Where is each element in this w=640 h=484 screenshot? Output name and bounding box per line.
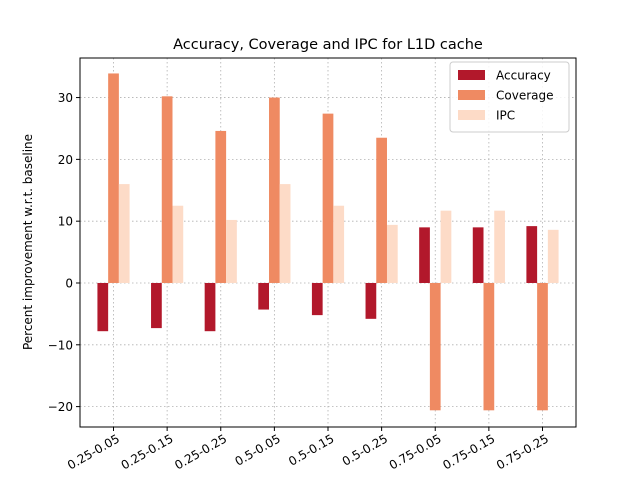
bar-coverage-5	[322, 113, 334, 283]
legend-swatch-coverage	[458, 90, 485, 100]
x-tick-label: 0.25-0.05	[65, 431, 122, 472]
bar-accuracy-4	[258, 282, 270, 310]
bar-ipc-8	[494, 210, 505, 283]
bar-accuracy-5	[311, 282, 323, 316]
bar-coverage-3	[215, 130, 227, 283]
x-tick-label: 0.25-0.25	[172, 431, 229, 472]
y-tick-label: −10	[48, 338, 73, 352]
y-tick-label: 0	[65, 276, 73, 290]
x-tick-label: 0.25-0.15	[119, 431, 176, 472]
legend-label-coverage: Coverage	[496, 89, 554, 103]
legend-swatch-ipc	[458, 110, 485, 120]
bar-coverage-8	[483, 282, 495, 411]
bar-coverage-1	[108, 73, 119, 283]
x-tick-label: 0.5-0.15	[286, 431, 336, 468]
bar-accuracy-7	[419, 227, 430, 283]
x-tick-label: 0.5-0.05	[232, 431, 282, 468]
chart-title: Accuracy, Coverage and IPC for L1D cache	[173, 37, 483, 53]
x-tick-label: 0.5-0.25	[340, 431, 390, 468]
bars-layer	[97, 73, 559, 411]
legend-label-accuracy: Accuracy	[496, 69, 551, 83]
bar-coverage-2	[161, 96, 173, 283]
bar-ipc-9	[547, 229, 559, 283]
bar-coverage-4	[269, 97, 280, 283]
x-tick-label: 0.75-0.25	[494, 431, 551, 472]
y-tick-label: 30	[58, 91, 73, 105]
bar-accuracy-8	[472, 227, 484, 283]
bar-ipc-6	[386, 224, 398, 283]
bar-ipc-7	[440, 210, 452, 283]
bar-ipc-4	[279, 184, 291, 283]
bar-accuracy-1	[97, 282, 109, 332]
bar-accuracy-2	[151, 282, 162, 329]
bar-accuracy-3	[204, 282, 216, 332]
x-tick-label: 0.75-0.05	[387, 431, 444, 472]
bar-ipc-5	[333, 205, 345, 283]
bar-ipc-2	[172, 205, 184, 283]
legend: Accuracy Coverage IPC	[449, 61, 570, 133]
y-tick-label: −20	[48, 400, 73, 414]
y-tick-label: 20	[58, 153, 73, 167]
legend-label-ipc: IPC	[496, 109, 515, 123]
y-axis-label: Percent improvement w.r.t. baseline	[21, 134, 35, 350]
bar-accuracy-9	[526, 226, 538, 283]
bar-coverage-9	[537, 282, 548, 411]
bar-ipc-3	[226, 219, 237, 283]
y-tick-label: 10	[58, 215, 73, 229]
x-tick-label: 0.75-0.15	[440, 431, 497, 472]
bar-coverage-6	[376, 137, 387, 283]
bar-accuracy-6	[365, 282, 377, 319]
legend-swatch-accuracy	[458, 70, 485, 80]
bar-ipc-1	[118, 184, 130, 283]
bar-coverage-7	[429, 282, 441, 411]
